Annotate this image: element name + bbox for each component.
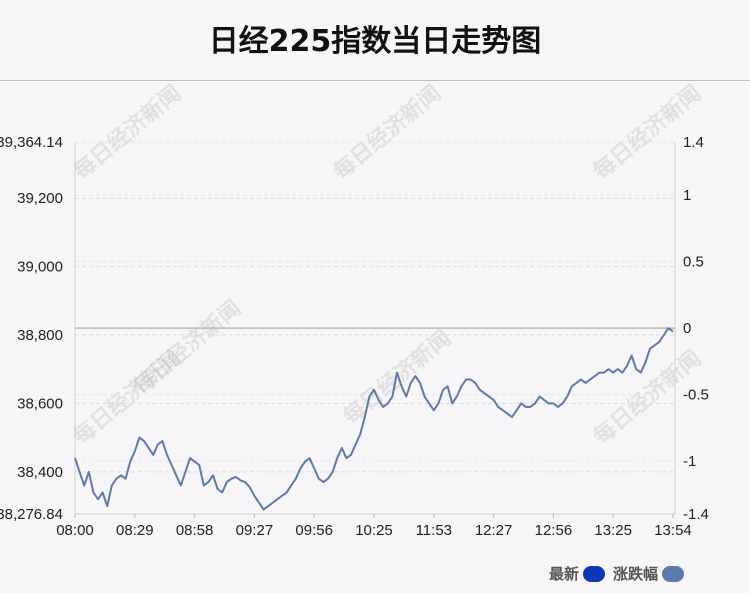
y-right-tick-label: -1: [683, 453, 696, 470]
x-tick-label: 09:56: [295, 522, 333, 539]
x-tick-label: 13:25: [594, 522, 632, 539]
y-left-tick-label: 38,276.84: [0, 506, 63, 523]
x-tick-label: 12:27: [475, 522, 513, 539]
title-divider: [0, 80, 750, 81]
y-right-tick-label: 0: [683, 320, 691, 337]
y-left-tick-label: 38,400: [17, 464, 63, 481]
x-tick-label: 08:00: [56, 522, 94, 539]
y-left-tick-label: 39,364.14: [0, 134, 63, 151]
axes: [74, 142, 676, 518]
chart-title: 日经225指数当日走势图: [208, 24, 542, 59]
legend: 最新 涨跌幅: [549, 563, 684, 584]
series-line-latest: [74, 327, 674, 511]
y-right-tick-label: 1.4: [683, 134, 704, 151]
x-tick-label: 10:25: [355, 522, 393, 539]
x-tick-label: 08:29: [116, 522, 154, 539]
legend-label-latest: 最新: [548, 565, 579, 583]
legend-swatch-change: [662, 565, 684, 582]
y-left-tick-label: 38,800: [17, 327, 63, 344]
x-tick-label: 09:27: [236, 522, 274, 539]
x-tick-label: 12:56: [535, 522, 573, 539]
y-left-tick-label: 39,000: [17, 259, 63, 276]
legend-swatch-latest: [582, 565, 605, 582]
y-right-tick-label: 1: [683, 187, 691, 204]
y-right-tick-label: -0.5: [683, 386, 709, 403]
tick-labels: 38,276.84 38,400 38,600 38,800 39,000 39,200 3…: [0, 134, 709, 539]
y-left-tick-label: 38,600: [17, 395, 63, 412]
y-right-tick-label: -1.4: [683, 506, 709, 523]
legend-item-change[interactable]: 涨跌幅: [613, 563, 684, 584]
x-tick-label: 13:54: [654, 522, 692, 539]
series-layer: [74, 327, 674, 511]
legend-label-change: 涨跌幅: [612, 565, 658, 583]
y-right-tick-label: 0.5: [683, 254, 704, 271]
x-tick-label: 08:58: [176, 522, 214, 539]
x-tick-label: 11:53: [416, 522, 452, 539]
legend-item-latest[interactable]: 最新: [549, 563, 605, 584]
y-left-tick-label: 39,200: [17, 190, 63, 207]
